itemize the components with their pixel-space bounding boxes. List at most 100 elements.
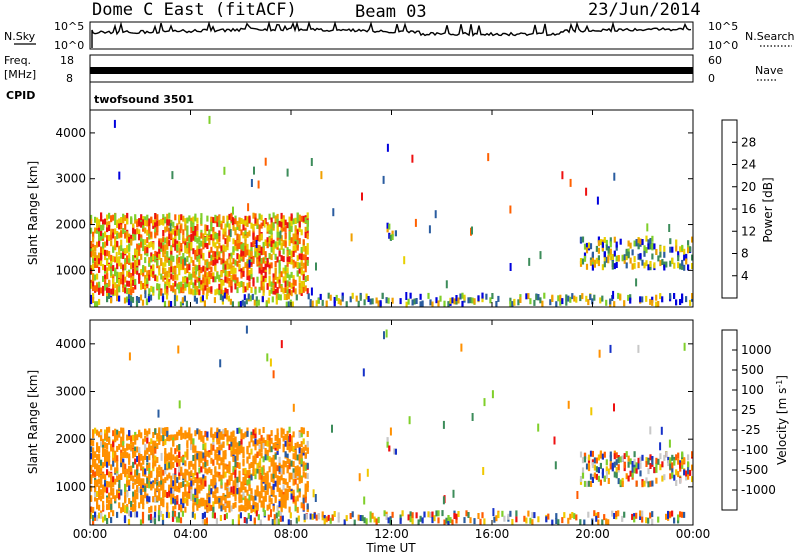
echo-cell [198, 433, 201, 440]
echo-cell [306, 485, 309, 492]
echo-cell [96, 217, 99, 224]
echo-cell [252, 429, 255, 436]
echo-cell [122, 462, 125, 469]
echo-cell [250, 259, 253, 266]
echo-cell [208, 274, 211, 281]
echo-cell [160, 289, 163, 296]
echo-cell [172, 473, 175, 480]
echo-cell [180, 256, 183, 263]
echo-cell [186, 499, 189, 506]
echo-cell [132, 491, 135, 498]
echo-cell [218, 274, 221, 281]
echo-cell [94, 301, 97, 308]
echo-cell [274, 464, 277, 471]
echo-cell [246, 270, 249, 277]
echo-cell [298, 262, 301, 269]
echo-cell [673, 293, 676, 299]
echo-cell [601, 472, 604, 479]
echo-cell [302, 274, 305, 281]
echo-cell [220, 283, 223, 290]
echo-cell [176, 495, 179, 502]
echo-cell [166, 219, 169, 226]
echo-cell [152, 222, 155, 229]
echo-cell [369, 298, 372, 305]
echo-cell [160, 242, 163, 249]
echo-cell [427, 292, 430, 299]
echo-cell [485, 293, 488, 300]
echo-cell [224, 482, 227, 489]
echo-cell [128, 288, 131, 295]
echo-cell [98, 471, 101, 478]
echo-cell [244, 230, 247, 237]
echo-cell [134, 451, 137, 457]
echo-cell [198, 264, 201, 271]
echo-cell [134, 264, 137, 271]
echo-cell [264, 448, 267, 454]
echo-cell [587, 480, 591, 487]
echo-cell [258, 468, 261, 475]
echo-cell [383, 510, 386, 517]
echo-cell [647, 468, 650, 475]
echo-cell [643, 262, 646, 269]
echo-cell [382, 175, 385, 184]
echo-cell [296, 229, 299, 236]
echo-cell [252, 240, 255, 247]
echo-cell [234, 476, 237, 483]
echo-cell [595, 515, 598, 522]
echo-cell [174, 230, 177, 237]
echo-cell [665, 451, 668, 458]
echo-cell [128, 245, 131, 252]
echo-cell [296, 483, 299, 490]
echo-cell [637, 243, 640, 250]
echo-cell [170, 458, 173, 465]
echo-cell [98, 431, 101, 438]
echo-cell [174, 267, 177, 274]
echo-cell [272, 483, 275, 490]
echo-cell [238, 281, 241, 288]
echo-cell [135, 296, 139, 302]
echo-cell [260, 284, 263, 291]
echo-cell [120, 239, 123, 246]
echo-cell [300, 269, 303, 276]
echo-cell [98, 512, 101, 519]
echo-cell [181, 297, 184, 304]
echo-cell [192, 455, 195, 461]
echo-cell [208, 229, 211, 236]
echo-cell [298, 444, 301, 450]
echo-cell [280, 226, 283, 233]
echo-cell [96, 491, 99, 497]
echo-cell [214, 482, 217, 489]
echo-cell [212, 474, 215, 481]
echo-cell [252, 455, 255, 462]
echo-cell [166, 435, 169, 442]
echo-cell [180, 456, 183, 463]
echo-cell [671, 472, 674, 479]
echo-cell [150, 231, 153, 238]
echo-cell [553, 436, 556, 445]
echo-cell [136, 264, 139, 271]
echo-cell [248, 500, 251, 507]
echo-cell [282, 484, 285, 491]
echo-cell [104, 442, 107, 449]
echo-cell [637, 253, 640, 260]
echo-cell [148, 507, 151, 513]
echo-cell [184, 506, 187, 513]
echo-cell [178, 462, 181, 468]
echo-cell [280, 340, 283, 349]
echo-cell [442, 496, 445, 505]
echo-cell [284, 269, 287, 276]
echo-cell [206, 493, 209, 500]
cpid-program: twofsound 3501 [94, 93, 194, 106]
echo-cell [286, 222, 289, 229]
echo-cell [246, 216, 249, 223]
echo-cell [90, 294, 93, 301]
echo-cell [266, 482, 269, 489]
echo-cell [561, 171, 564, 180]
echo-cell [174, 479, 177, 486]
echo-cell [329, 294, 332, 301]
echo-cell [292, 262, 295, 269]
echo-cell [278, 456, 281, 463]
echo-cell [206, 243, 209, 249]
colorbar-tick-label: 28 [741, 135, 756, 149]
echo-cell [292, 461, 295, 468]
